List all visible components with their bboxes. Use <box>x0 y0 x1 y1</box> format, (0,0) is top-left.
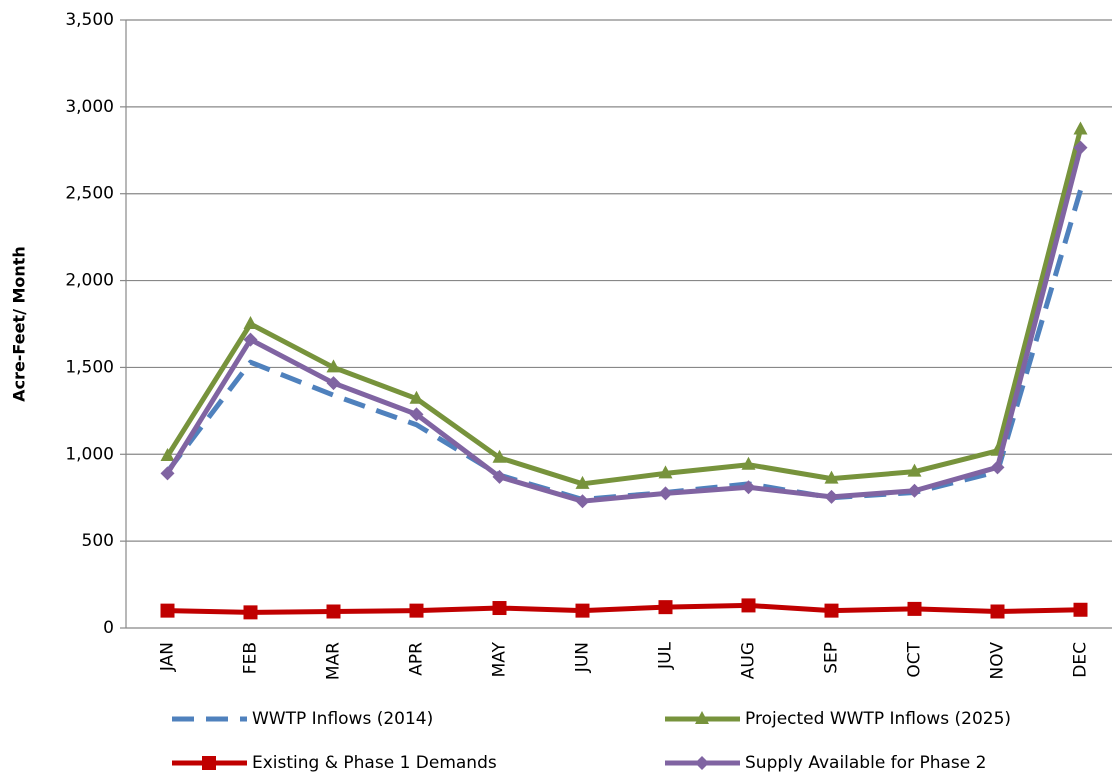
x-tick-label: JUL <box>656 641 676 669</box>
legend-label: Existing & Phase 1 Demands <box>252 753 497 773</box>
marker <box>160 603 175 618</box>
series-line <box>165 189 1083 502</box>
marker <box>1073 140 1088 155</box>
marker <box>492 601 507 616</box>
marker <box>907 601 922 616</box>
x-tick-label: NOV <box>988 642 1008 680</box>
series-line <box>165 147 1083 504</box>
marker <box>658 465 673 479</box>
marker <box>695 711 709 724</box>
marker <box>695 756 709 770</box>
marker <box>1073 121 1088 135</box>
marker <box>575 494 590 509</box>
marker <box>160 466 175 481</box>
y-tick-label: 2,500 <box>65 184 114 204</box>
x-tick-label: DEC <box>1071 642 1091 678</box>
series-line <box>167 602 1081 615</box>
x-tick-label: MAR <box>324 642 344 680</box>
marker <box>741 480 756 495</box>
marker <box>243 316 258 329</box>
marker <box>326 604 341 619</box>
x-tick-label: OCT <box>905 641 925 677</box>
y-tick-label: 3,500 <box>65 10 114 30</box>
marker <box>409 390 424 404</box>
marker <box>160 448 175 462</box>
x-tick-label: JUN <box>573 642 593 673</box>
marker <box>824 489 839 504</box>
marker <box>990 460 1005 475</box>
x-tick-label: FEB <box>241 642 261 674</box>
marker <box>409 603 424 618</box>
x-tick-label: AUG <box>739 642 759 679</box>
marker <box>824 603 839 618</box>
series-line <box>165 128 1083 487</box>
marker <box>409 407 424 422</box>
marker <box>243 332 258 347</box>
marker <box>658 486 673 501</box>
y-tick-label: 1,000 <box>65 444 114 464</box>
marker <box>243 605 258 620</box>
y-tick-label: 0 <box>103 618 114 638</box>
marker <box>326 359 341 373</box>
marker <box>575 475 590 489</box>
x-tick-label: SEP <box>822 642 842 674</box>
marker <box>202 756 216 770</box>
marker <box>907 483 922 498</box>
marker <box>990 604 1005 619</box>
legend-label: Projected WWTP Inflows (2025) <box>745 709 1011 729</box>
marker <box>741 456 756 470</box>
y-tick-label: 1,500 <box>65 357 114 377</box>
y-tick-label: 2,000 <box>65 271 114 291</box>
y-tick-label: 3,000 <box>65 97 114 117</box>
marker <box>326 376 341 391</box>
y-axis-label: Acre-Feet/ Month <box>10 246 29 402</box>
marker <box>824 470 839 484</box>
x-tick-label: APR <box>407 642 427 676</box>
marker <box>907 463 922 477</box>
y-tick-label: 500 <box>82 531 114 551</box>
marker <box>492 469 507 484</box>
legend-label: WWTP Inflows (2014) <box>252 709 433 729</box>
marker <box>575 603 590 618</box>
marker <box>658 600 673 615</box>
marker <box>492 449 507 463</box>
x-tick-label: MAY <box>490 641 510 677</box>
x-tick-label: JAN <box>158 642 178 672</box>
marker <box>741 598 756 613</box>
legend-label: Supply Available for Phase 2 <box>745 753 986 773</box>
marker <box>1073 602 1088 617</box>
